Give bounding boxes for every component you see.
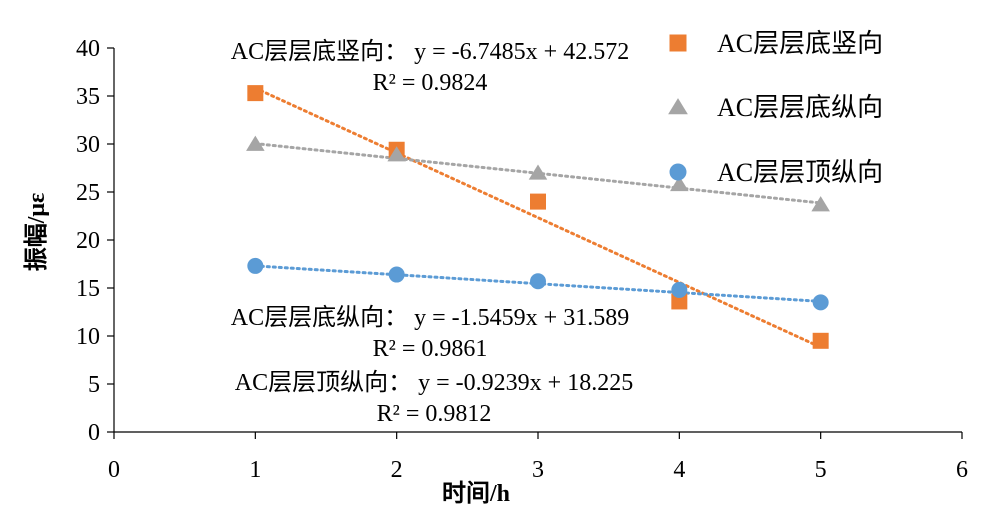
y-tick-label: 20	[76, 228, 100, 254]
data-point	[812, 294, 829, 311]
trendline-r2: R² = 0.9861	[373, 336, 488, 362]
legend-label: AC层层顶纵向	[717, 158, 883, 187]
data-point	[530, 273, 546, 290]
y-axis-title: 振幅/με	[23, 193, 50, 272]
data-point	[671, 293, 688, 310]
x-tick-label: 6	[956, 457, 968, 483]
x-tick-label: 5	[815, 457, 827, 483]
legend-marker	[669, 163, 687, 181]
y-tick-label: 35	[76, 84, 100, 110]
y-tick-label: 5	[88, 372, 100, 398]
y-tick-label: 10	[76, 324, 100, 350]
legend: AC层层底竖向 AC层层底纵向 AC层层顶纵向	[668, 29, 883, 187]
data-point	[247, 85, 264, 102]
trendline-equation: AC层层顶纵向： y = -0.9239x + 18.225	[235, 369, 633, 396]
legend-label: AC层层底竖向	[717, 29, 883, 58]
x-tick-label: 2	[391, 457, 403, 483]
data-point	[247, 257, 264, 274]
x-tick-label: 0	[108, 457, 120, 483]
trendline-equation: AC层层底竖向： y = -6.7485x + 42.572	[231, 38, 629, 65]
data-point	[530, 193, 546, 210]
trendline-r2: R² = 0.9812	[377, 401, 492, 427]
data-points	[246, 85, 830, 349]
data-point	[387, 146, 406, 162]
y-tick-label: 30	[76, 132, 100, 158]
trendline-labels: AC层层底竖向： y = -6.7485x + 42.572 R² = 0.982…	[231, 38, 633, 427]
x-tick-label: 1	[249, 457, 261, 483]
y-tick-label: 15	[76, 276, 100, 302]
data-point	[812, 332, 829, 349]
x-tick-label: 4	[673, 457, 685, 483]
data-point	[671, 281, 688, 298]
y-tick-label: 40	[76, 36, 100, 62]
legend-marker	[669, 34, 687, 52]
trendline	[253, 86, 823, 349]
y-tick-label: 25	[76, 180, 100, 206]
x-tick-label: 3	[532, 457, 544, 483]
data-point	[528, 164, 548, 180]
data-point	[670, 175, 689, 192]
y-tick-label: 0	[88, 420, 100, 446]
data-point	[246, 135, 265, 151]
legend-label: AC层层底纵向	[717, 93, 883, 122]
legend-marker	[668, 98, 688, 115]
data-point	[388, 266, 405, 283]
trendline-r2: R² = 0.9824	[373, 70, 488, 96]
trendline-equation: AC层层底纵向： y = -1.5459x + 31.589	[231, 304, 629, 331]
x-axis-title: 时间/h	[442, 480, 510, 507]
axes: 0 5 10 15 20 25 30 35 40 0 1 2 3 4 5 6 时间/h 振幅/με	[23, 36, 968, 507]
data-point	[811, 196, 830, 212]
